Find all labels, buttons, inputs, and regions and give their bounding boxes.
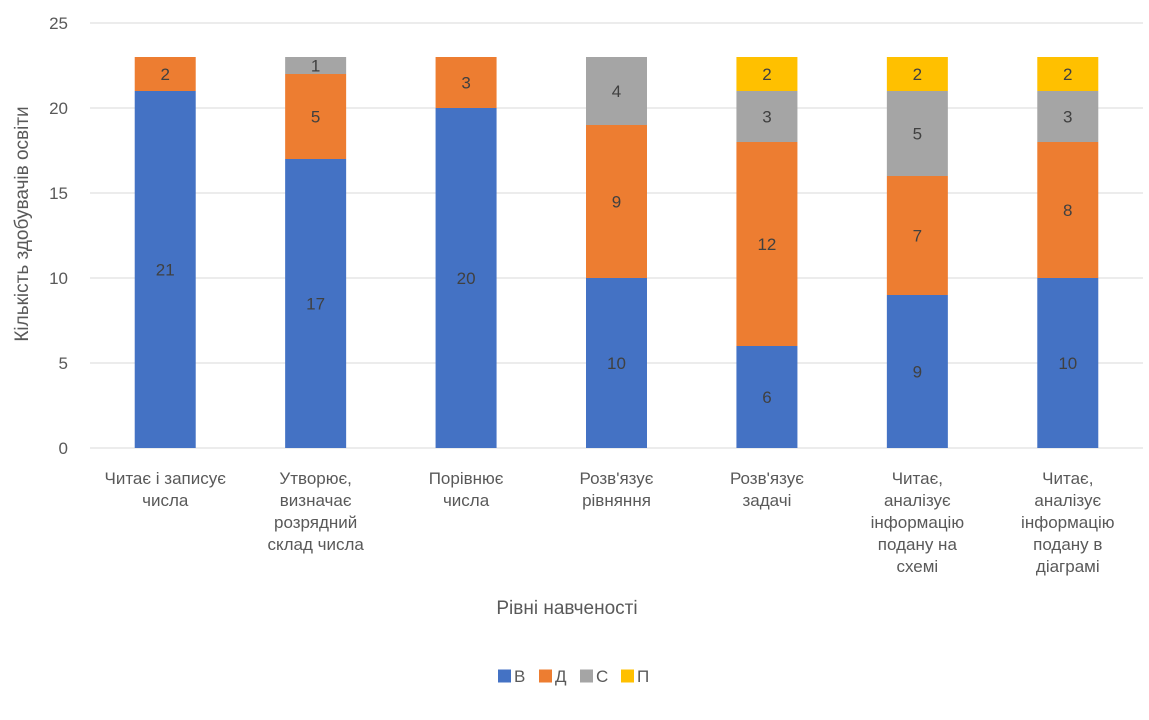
data-label: 2 xyxy=(160,65,169,84)
x-category-label: Читає, аналізує інформацію подану на схемі xyxy=(871,469,965,576)
data-label: 7 xyxy=(913,227,922,246)
bar-segment xyxy=(736,91,798,142)
x-category-label: Розв'язує задачі xyxy=(730,469,804,510)
y-tick-label: 25 xyxy=(49,14,68,33)
bar-segment xyxy=(134,57,196,91)
legend-label: В xyxy=(514,667,525,686)
bar-segment xyxy=(736,142,798,346)
legend-swatch xyxy=(498,669,511,683)
bar-segment xyxy=(886,176,948,295)
bar-segment xyxy=(586,57,647,125)
bar-segment xyxy=(435,57,497,108)
bar-segment xyxy=(736,346,798,448)
x-category-label: Читає, аналізує інформацію подану в діаграмі xyxy=(1021,469,1115,576)
legend-item: Д xyxy=(539,667,567,686)
bar-segment xyxy=(1037,57,1099,91)
legend-label: С xyxy=(596,667,608,686)
data-label: 5 xyxy=(913,125,922,144)
y-tick-label: 20 xyxy=(49,99,68,118)
bars-layer xyxy=(134,57,1099,448)
y-tick-label: 5 xyxy=(59,354,68,373)
bar-segment xyxy=(435,108,497,448)
data-label: 20 xyxy=(457,269,476,288)
bar-segment xyxy=(134,91,196,448)
y-axis-title: Кількість здобувачів освіти xyxy=(12,106,33,341)
data-label: 5 xyxy=(311,108,320,127)
y-tick-label: 0 xyxy=(59,439,68,458)
x-axis-title: Рівні навченості xyxy=(496,598,637,619)
legend-item: В xyxy=(498,667,525,686)
legend-label: П xyxy=(637,667,649,686)
legend-item: С xyxy=(580,667,608,686)
data-label: 6 xyxy=(762,388,771,407)
legend-swatch xyxy=(539,669,552,683)
bar-segment xyxy=(1037,91,1099,142)
bar-segment xyxy=(586,278,647,448)
data-label: 9 xyxy=(612,193,621,212)
data-label: 8 xyxy=(1063,201,1072,220)
data-labels-layer: 21 2 17 5 1 20 3 10 9 4 6 12 3 2 9 7 5 2 10 8 3 2 xyxy=(156,57,1077,408)
data-label: 3 xyxy=(461,74,470,93)
bar-segment xyxy=(1037,142,1099,278)
x-category-label: Порівнює числа xyxy=(429,469,504,510)
y-tick-label: 15 xyxy=(49,184,68,203)
data-label: 10 xyxy=(1058,354,1077,373)
data-label: 3 xyxy=(762,108,771,127)
data-label: 2 xyxy=(913,65,922,84)
x-category-label: Читає і записує числа xyxy=(105,469,227,510)
bar-segment xyxy=(586,125,647,278)
bar-segment xyxy=(285,57,347,74)
data-label: 2 xyxy=(1063,65,1072,84)
data-label: 9 xyxy=(913,363,922,382)
data-label: 12 xyxy=(757,235,776,254)
x-category-label: Розв'язує рівняння xyxy=(580,469,654,510)
data-label: 17 xyxy=(306,295,325,314)
data-label: 3 xyxy=(1063,108,1072,127)
data-label: 1 xyxy=(311,57,320,76)
x-category-label: Утворює, визначає розрядний склад числа xyxy=(267,469,364,554)
bar-segment xyxy=(1037,278,1099,448)
bar-segment xyxy=(886,57,948,91)
data-label: 2 xyxy=(762,65,771,84)
data-label: 21 xyxy=(156,261,175,280)
bar-segment xyxy=(886,91,948,176)
legend-label: Д xyxy=(555,667,567,686)
legend-item: П xyxy=(621,667,649,686)
bar-segment xyxy=(285,74,347,159)
y-tick-label: 10 xyxy=(49,269,68,288)
bar-segment xyxy=(736,57,798,91)
legend-swatch xyxy=(580,669,593,683)
bar-segment xyxy=(285,159,347,448)
data-label: 10 xyxy=(607,354,626,373)
bar-segment xyxy=(886,295,948,448)
data-label: 4 xyxy=(612,82,621,101)
legend-swatch xyxy=(621,669,634,683)
